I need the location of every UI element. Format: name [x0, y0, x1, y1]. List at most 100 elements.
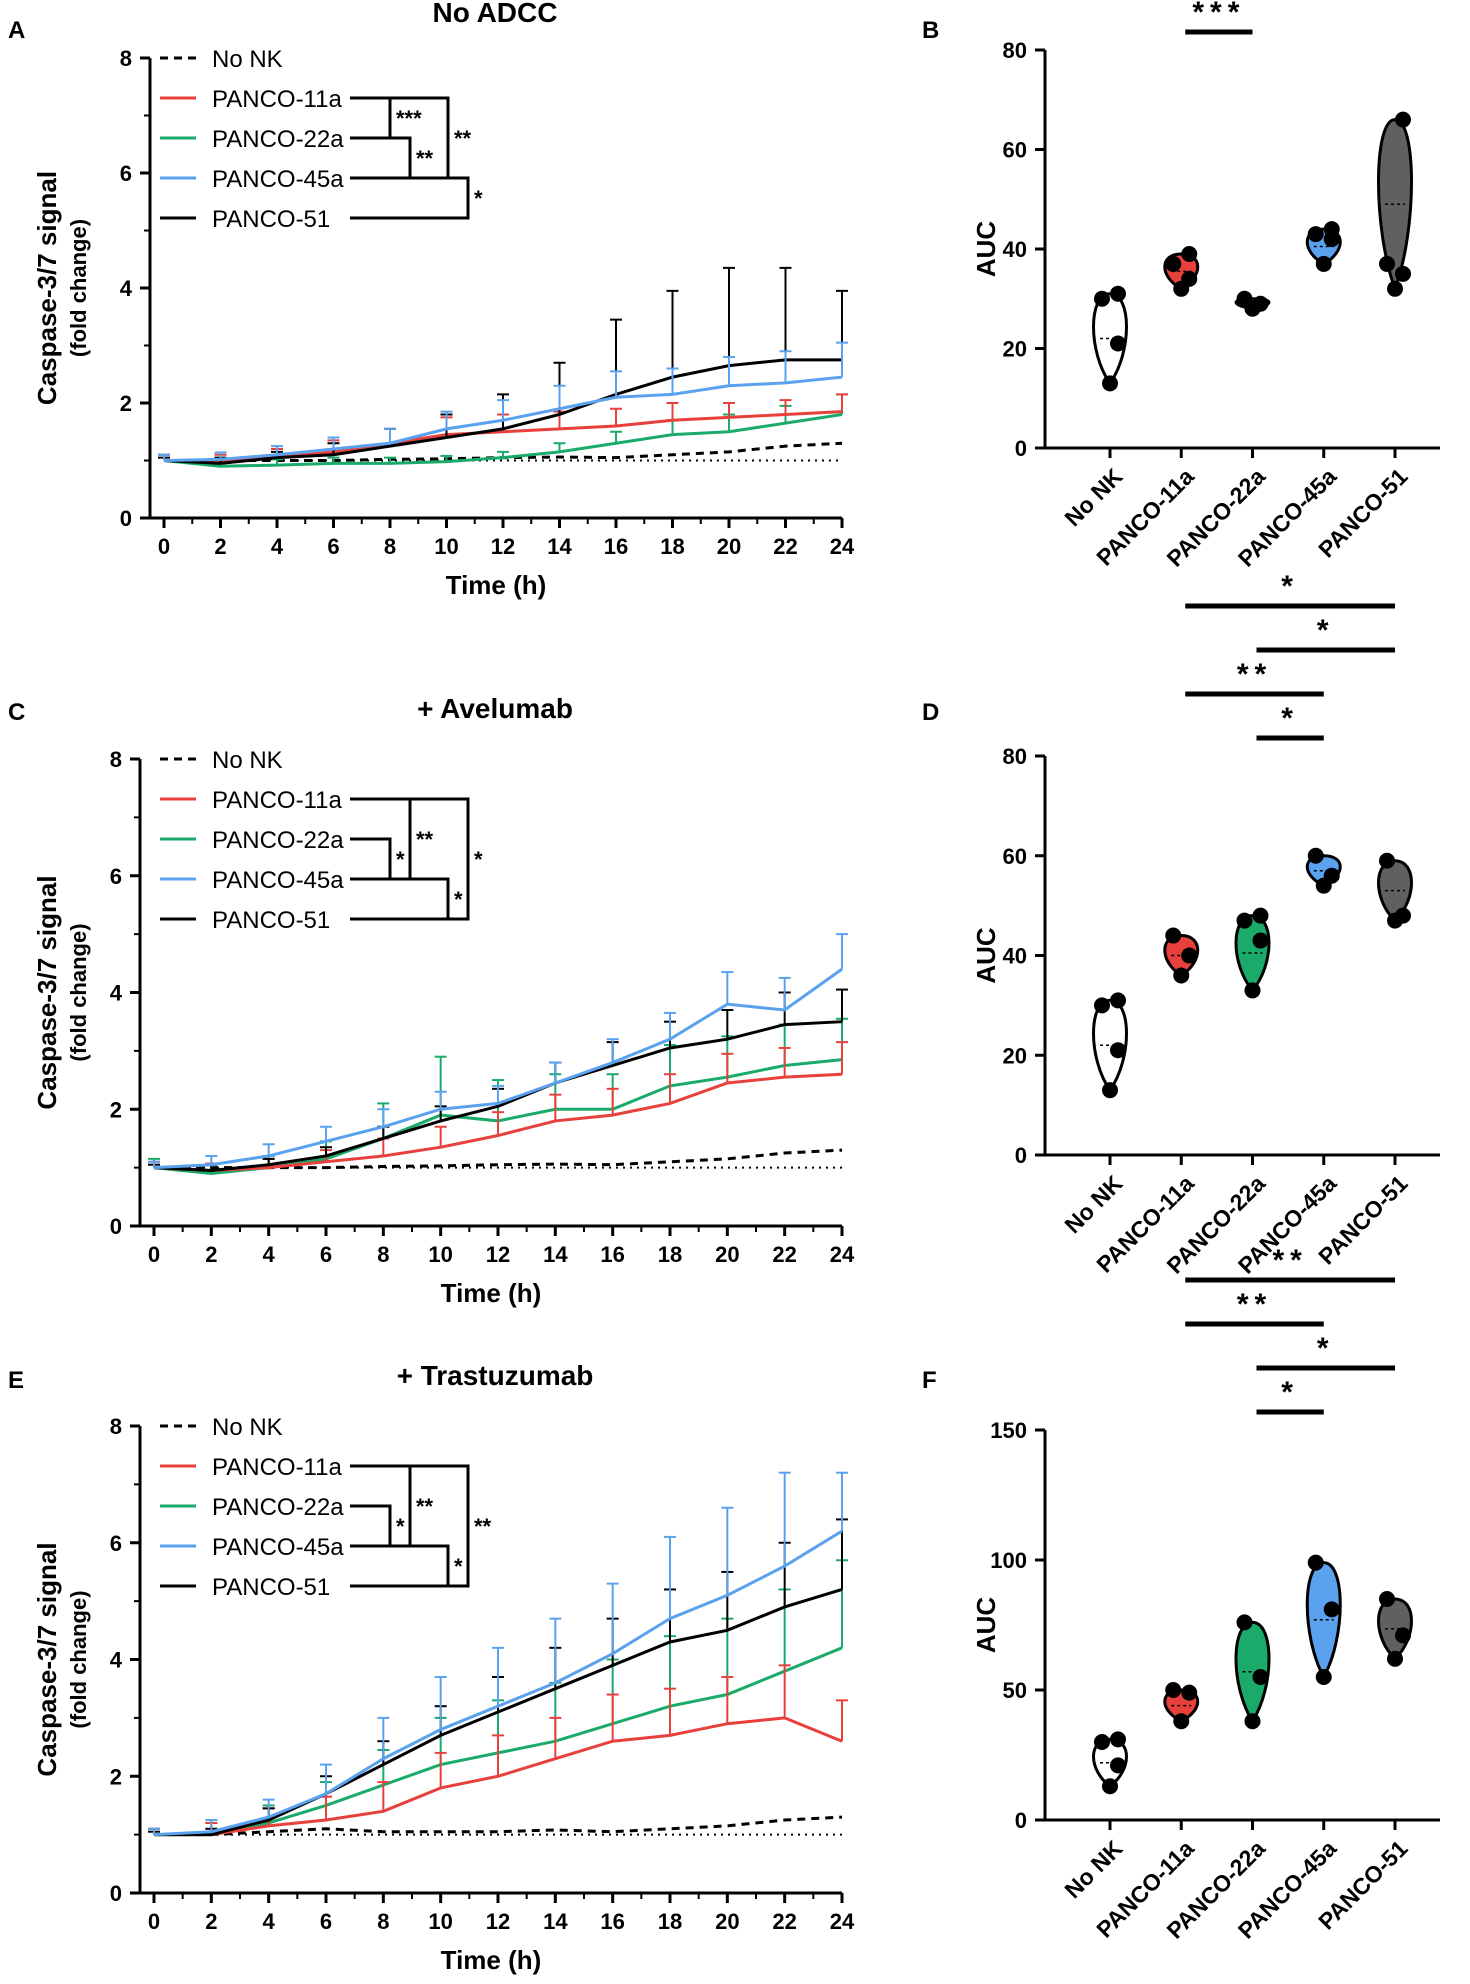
y-axis-label: Caspase-3/7 signal — [32, 875, 62, 1109]
y-tick-label: 2 — [120, 391, 132, 416]
sig-label: * — [396, 1514, 405, 1539]
series-line — [153, 1072, 843, 1173]
data-point — [1094, 997, 1110, 1014]
series-line — [154, 1716, 843, 1837]
y-tick-label: 2 — [110, 1764, 122, 1789]
series-line — [153, 1529, 843, 1837]
x-tick-label: 12 — [491, 534, 515, 559]
y-tick-label: 8 — [110, 747, 122, 772]
data-point — [1252, 932, 1269, 949]
panel-letter: F — [922, 1367, 937, 1394]
y-tick-label: 150 — [990, 1418, 1027, 1443]
y-axis-label: Caspase-3/7 signal — [32, 1542, 62, 1776]
x-tick-label: 0 — [148, 1242, 160, 1267]
sig-bracket — [350, 136, 412, 180]
y-axis-label: AUC — [971, 927, 1001, 984]
sig-label: ** — [1237, 658, 1272, 691]
data-point — [1315, 1669, 1332, 1685]
data-point — [1307, 226, 1324, 243]
x-tick-label: 4 — [271, 534, 284, 559]
x-tick-label: 6 — [320, 1909, 332, 1934]
legend-label: PANCO-22a — [212, 126, 344, 153]
legend-label: PANCO-51 — [212, 907, 330, 934]
x-tick-label: 4 — [263, 1242, 276, 1267]
data-point — [1110, 992, 1126, 1009]
panel-letter: E — [8, 1367, 24, 1394]
legend-label: PANCO-45a — [212, 1534, 344, 1561]
y-tick-label: 2 — [110, 1097, 122, 1122]
sig-label: * — [1281, 570, 1299, 603]
data-point — [1244, 1713, 1261, 1730]
series-line — [163, 375, 843, 462]
data-point — [1252, 295, 1269, 312]
data-point — [1110, 335, 1126, 352]
y-tick-label: 0 — [110, 1881, 122, 1906]
panel-title: + Avelumab — [417, 693, 573, 724]
sig-bracket — [350, 1544, 450, 1588]
y-tick-label: 40 — [1003, 944, 1027, 969]
data-point — [1387, 1650, 1403, 1667]
y-tick-label: 50 — [1003, 1678, 1027, 1703]
x-axis-label: Time (h) — [446, 570, 547, 600]
y-axis-label: AUC — [971, 221, 1001, 278]
series-panco-45a — [158, 341, 848, 462]
data-point — [1252, 1669, 1269, 1685]
legend-label: PANCO-45a — [212, 166, 344, 193]
panel-letter: B — [922, 17, 939, 44]
x-tick-label: No NK — [1059, 1835, 1127, 1903]
y-axis-label-units: (fold change) — [66, 923, 91, 1061]
x-tick-label: 12 — [486, 1242, 510, 1267]
sig-label: * — [474, 847, 483, 872]
x-tick-label: 10 — [434, 534, 458, 559]
data-point — [1181, 245, 1198, 262]
sig-label: * — [1317, 614, 1335, 647]
series-no-nk — [154, 1815, 843, 1837]
data-point — [1102, 1082, 1118, 1099]
x-axis-label: Time (h) — [441, 1945, 542, 1975]
sig-label: ** — [474, 1514, 492, 1539]
data-point — [1387, 280, 1403, 297]
x-tick-label: 22 — [772, 1242, 796, 1267]
series-line — [154, 1588, 843, 1837]
x-tick-label: 12 — [486, 1909, 510, 1934]
series-line — [163, 413, 843, 468]
sig-label: * — [474, 186, 483, 211]
data-point — [1181, 947, 1198, 964]
y-tick-label: 80 — [1003, 744, 1027, 769]
series-panco-11a — [148, 1664, 848, 1837]
data-point — [1094, 290, 1110, 307]
x-tick-label: 24 — [830, 534, 855, 559]
x-tick-label: 6 — [320, 1242, 332, 1267]
x-tick-label: 4 — [263, 1909, 276, 1934]
x-tick-label: 24 — [830, 1242, 855, 1267]
data-point — [1236, 1614, 1253, 1631]
legend-label: No NK — [212, 46, 283, 73]
legend-label: No NK — [212, 1414, 283, 1441]
series-line — [153, 1020, 843, 1173]
x-tick-label: 22 — [772, 1909, 796, 1934]
sig-label: *** — [1192, 0, 1245, 29]
legend-label: PANCO-22a — [212, 1494, 344, 1521]
x-tick-label: 0 — [158, 534, 170, 559]
sig-label: ** — [1237, 1288, 1272, 1321]
x-tick-label: 22 — [773, 534, 797, 559]
data-point — [1379, 255, 1395, 272]
y-tick-label: 0 — [1015, 436, 1027, 461]
data-point — [1173, 967, 1190, 984]
y-tick-label: 20 — [1003, 337, 1027, 362]
violin-shape — [1305, 1561, 1342, 1681]
data-point — [1110, 1731, 1126, 1748]
sig-bracket — [350, 176, 470, 220]
y-tick-label: 6 — [110, 864, 122, 889]
sig-label: * — [454, 1554, 463, 1579]
y-tick-label: 80 — [1003, 38, 1027, 63]
data-point — [1307, 847, 1324, 864]
x-tick-label: 20 — [715, 1909, 739, 1934]
x-tick-label: 10 — [428, 1909, 452, 1934]
data-point — [1395, 111, 1411, 128]
sig-label: * — [396, 847, 405, 872]
legend-label: PANCO-51 — [212, 206, 330, 233]
data-point — [1236, 290, 1253, 307]
